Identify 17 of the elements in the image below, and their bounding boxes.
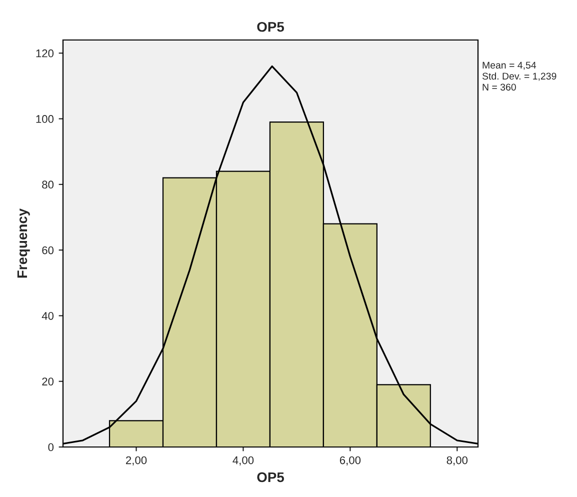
y-tick-label: 120 (36, 49, 54, 58)
x-tick-label: 6,00 (340, 456, 361, 466)
y-axis-title: Frequency (17, 208, 30, 278)
x-tick-label: 4,00 (232, 456, 254, 466)
y-tick-label: 40 (42, 312, 54, 320)
y-tick-label: 100 (36, 115, 54, 123)
text: N = 360 (482, 84, 516, 91)
x-tick-label: 2,00 (126, 456, 147, 466)
y-tick-label: 0 (48, 443, 54, 452)
y-tick-label: 60 (42, 246, 54, 254)
text: Std. Dev. = 1,239 (482, 72, 556, 81)
chart-title: OP5 (257, 22, 284, 32)
text: Mean = 4,54 (482, 62, 536, 70)
y-tick-label: 20 (42, 378, 54, 386)
x-tick-label: 8,00 (446, 456, 468, 466)
y-tick-label: 80 (42, 180, 54, 189)
x-axis-title: OP5 (257, 472, 284, 482)
